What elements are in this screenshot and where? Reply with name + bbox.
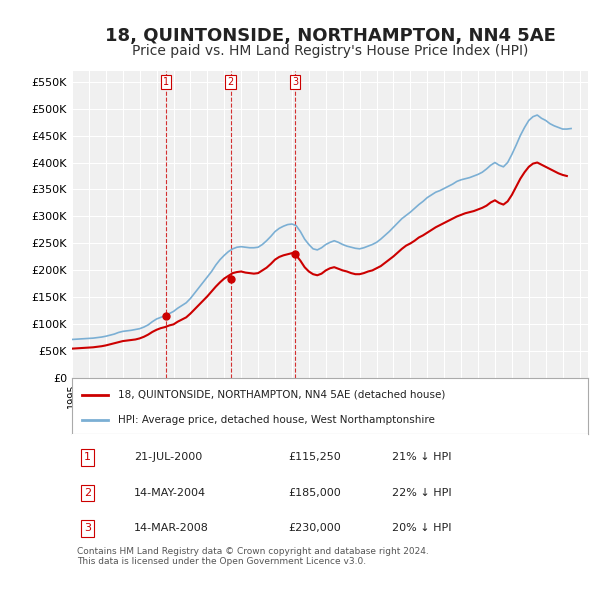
Text: 21-JUL-2000: 21-JUL-2000 xyxy=(134,453,202,463)
Text: 18, QUINTONSIDE, NORTHAMPTON, NN4 5AE (detached house): 18, QUINTONSIDE, NORTHAMPTON, NN4 5AE (d… xyxy=(118,390,446,400)
Text: 3: 3 xyxy=(84,523,91,533)
Text: 2: 2 xyxy=(227,77,233,87)
Text: 14-MAY-2004: 14-MAY-2004 xyxy=(134,488,206,498)
Text: 20% ↓ HPI: 20% ↓ HPI xyxy=(392,523,451,533)
Text: £115,250: £115,250 xyxy=(289,453,341,463)
Text: £230,000: £230,000 xyxy=(289,523,341,533)
Text: 3: 3 xyxy=(292,77,298,87)
Text: 22% ↓ HPI: 22% ↓ HPI xyxy=(392,488,452,498)
Text: HPI: Average price, detached house, West Northamptonshire: HPI: Average price, detached house, West… xyxy=(118,415,436,425)
Text: 2: 2 xyxy=(84,488,91,498)
Text: 21% ↓ HPI: 21% ↓ HPI xyxy=(392,453,451,463)
Text: £185,000: £185,000 xyxy=(289,488,341,498)
Text: Price paid vs. HM Land Registry's House Price Index (HPI): Price paid vs. HM Land Registry's House … xyxy=(132,44,528,58)
Text: 1: 1 xyxy=(84,453,91,463)
Text: 14-MAR-2008: 14-MAR-2008 xyxy=(134,523,209,533)
Text: 18, QUINTONSIDE, NORTHAMPTON, NN4 5AE: 18, QUINTONSIDE, NORTHAMPTON, NN4 5AE xyxy=(104,27,556,45)
Text: 1: 1 xyxy=(163,77,169,87)
Text: Contains HM Land Registry data © Crown copyright and database right 2024.
This d: Contains HM Land Registry data © Crown c… xyxy=(77,547,429,566)
